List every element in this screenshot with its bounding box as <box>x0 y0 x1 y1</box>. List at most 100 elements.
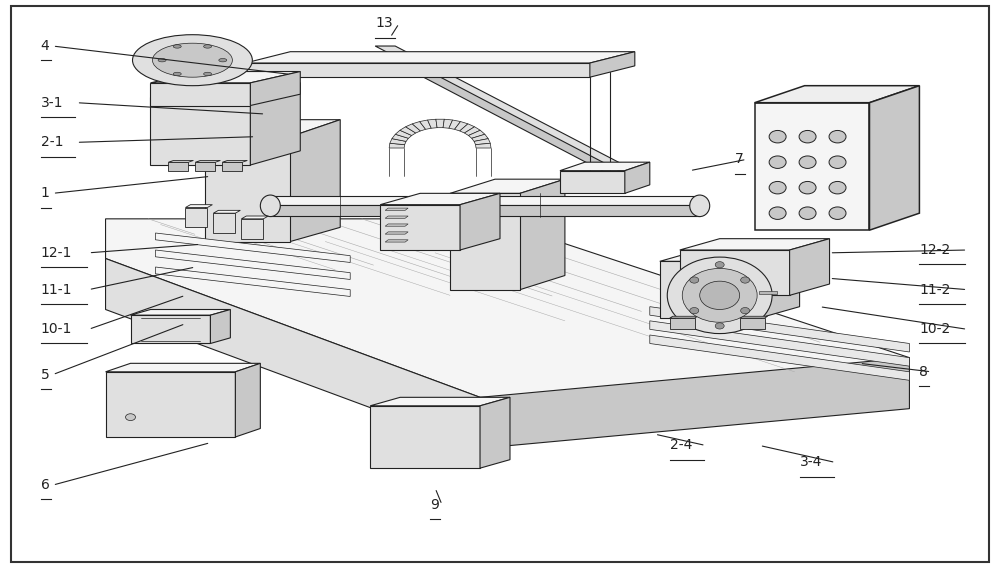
Ellipse shape <box>829 131 846 143</box>
Polygon shape <box>205 120 340 137</box>
Polygon shape <box>235 364 260 437</box>
Polygon shape <box>450 193 520 290</box>
Polygon shape <box>290 120 340 241</box>
Polygon shape <box>155 267 350 296</box>
Text: 2-1: 2-1 <box>41 135 63 149</box>
Polygon shape <box>222 162 242 170</box>
Polygon shape <box>455 122 468 131</box>
Ellipse shape <box>260 195 280 216</box>
Polygon shape <box>740 318 765 329</box>
Polygon shape <box>370 406 480 468</box>
Ellipse shape <box>799 131 816 143</box>
Polygon shape <box>590 52 635 77</box>
Text: 8: 8 <box>919 365 928 379</box>
Text: 4: 4 <box>41 39 49 53</box>
Polygon shape <box>210 310 230 344</box>
Polygon shape <box>650 321 909 366</box>
Polygon shape <box>660 261 760 318</box>
Polygon shape <box>450 179 565 193</box>
Text: 1: 1 <box>41 186 50 201</box>
Polygon shape <box>760 250 800 318</box>
Polygon shape <box>150 83 300 97</box>
Ellipse shape <box>829 181 846 194</box>
Ellipse shape <box>799 181 816 194</box>
Ellipse shape <box>741 307 750 314</box>
Polygon shape <box>185 204 212 207</box>
Polygon shape <box>150 97 250 165</box>
Polygon shape <box>670 316 698 318</box>
Text: 13: 13 <box>375 16 393 30</box>
Polygon shape <box>790 239 830 295</box>
Text: 10-2: 10-2 <box>919 322 951 336</box>
Polygon shape <box>168 162 188 170</box>
Polygon shape <box>389 143 405 148</box>
Polygon shape <box>680 250 790 295</box>
Polygon shape <box>650 335 909 381</box>
Ellipse shape <box>829 156 846 168</box>
Ellipse shape <box>799 207 816 219</box>
Polygon shape <box>195 162 215 170</box>
Ellipse shape <box>715 262 724 268</box>
Polygon shape <box>241 219 263 239</box>
Polygon shape <box>476 143 491 148</box>
Polygon shape <box>400 127 416 136</box>
Ellipse shape <box>126 414 136 420</box>
Polygon shape <box>392 134 408 141</box>
Polygon shape <box>150 83 250 106</box>
Ellipse shape <box>769 181 786 194</box>
Polygon shape <box>155 233 350 262</box>
Text: 2-4: 2-4 <box>670 438 692 453</box>
Polygon shape <box>472 134 488 141</box>
Ellipse shape <box>682 269 757 322</box>
Polygon shape <box>155 250 350 279</box>
Polygon shape <box>385 232 408 234</box>
Ellipse shape <box>690 195 710 216</box>
Text: 3-1: 3-1 <box>41 95 63 110</box>
Polygon shape <box>443 119 453 128</box>
Polygon shape <box>213 210 240 213</box>
Polygon shape <box>106 258 480 448</box>
Ellipse shape <box>667 257 772 333</box>
Polygon shape <box>213 213 235 233</box>
Polygon shape <box>380 55 630 176</box>
Polygon shape <box>660 250 800 261</box>
Polygon shape <box>727 291 745 294</box>
Polygon shape <box>460 124 475 133</box>
Polygon shape <box>390 139 406 145</box>
Ellipse shape <box>829 207 846 219</box>
Polygon shape <box>106 364 260 372</box>
Polygon shape <box>270 204 700 216</box>
Ellipse shape <box>700 281 740 310</box>
Polygon shape <box>250 83 300 165</box>
Polygon shape <box>650 307 909 352</box>
Polygon shape <box>755 103 869 230</box>
Ellipse shape <box>133 35 252 86</box>
Polygon shape <box>420 120 431 130</box>
Ellipse shape <box>204 45 212 48</box>
Polygon shape <box>468 130 485 138</box>
Polygon shape <box>185 207 207 227</box>
Polygon shape <box>474 139 490 145</box>
Polygon shape <box>464 127 480 136</box>
Ellipse shape <box>715 323 724 329</box>
Ellipse shape <box>219 59 227 62</box>
Polygon shape <box>195 161 220 162</box>
Polygon shape <box>385 224 408 226</box>
Polygon shape <box>222 161 247 162</box>
Polygon shape <box>460 193 500 250</box>
Polygon shape <box>385 240 408 242</box>
Polygon shape <box>395 130 412 138</box>
Polygon shape <box>740 316 768 318</box>
Ellipse shape <box>173 45 181 48</box>
Polygon shape <box>375 46 635 170</box>
Text: 11-1: 11-1 <box>41 283 72 296</box>
Polygon shape <box>241 216 268 219</box>
Polygon shape <box>560 170 625 193</box>
Polygon shape <box>755 86 919 103</box>
Polygon shape <box>370 398 510 406</box>
Polygon shape <box>245 63 590 77</box>
Polygon shape <box>759 291 777 294</box>
Ellipse shape <box>769 207 786 219</box>
Text: 12-2: 12-2 <box>919 243 951 257</box>
Polygon shape <box>680 239 830 250</box>
